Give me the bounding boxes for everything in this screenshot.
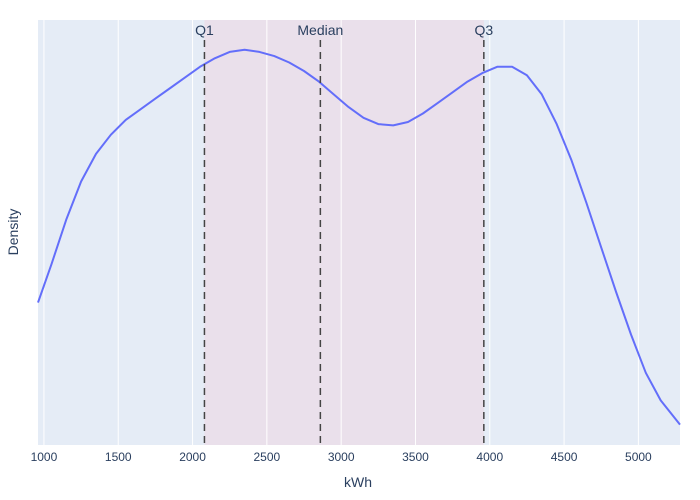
- x-axis-tick-labels: 1000 1500 2000 2500 3000 3500 4000 4500 5000: [31, 450, 652, 464]
- plot-background: [38, 20, 680, 445]
- x-tick-label: 4000: [476, 450, 503, 464]
- y-axis-title: Density: [5, 209, 21, 256]
- quartile-reference-lines: Q1 Median Q3: [195, 22, 493, 445]
- x-axis-title: kWh: [344, 474, 372, 490]
- x-tick-label: 2000: [179, 450, 206, 464]
- interquartile-band: [204, 20, 484, 445]
- x-tick-label: 3000: [328, 450, 355, 464]
- x-tick-label: 1000: [31, 450, 58, 464]
- x-tick-label: 4500: [551, 450, 578, 464]
- x-tick-label: 2500: [254, 450, 281, 464]
- density-curve: [37, 48, 681, 426]
- gridlines: [43, 20, 639, 445]
- x-tick-label: 3500: [402, 450, 429, 464]
- x-tick-label: 5000: [625, 450, 652, 464]
- reference-label-q1: Q1: [195, 22, 214, 38]
- x-tick-label: 1500: [105, 450, 132, 464]
- reference-label-median: Median: [297, 22, 343, 38]
- reference-label-q3: Q3: [474, 22, 493, 38]
